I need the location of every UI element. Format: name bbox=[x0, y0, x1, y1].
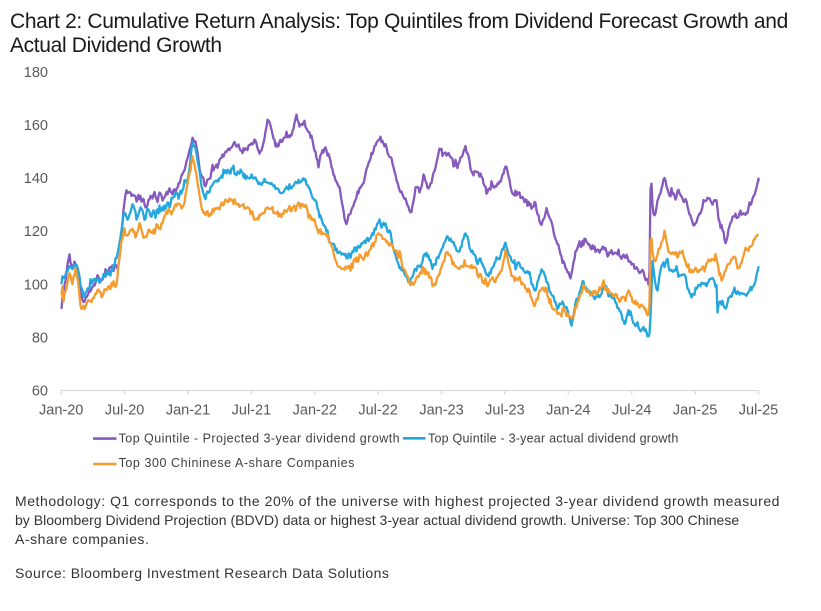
svg-text:Jul-22: Jul-22 bbox=[358, 403, 398, 419]
svg-text:Jan-25: Jan-25 bbox=[673, 403, 717, 419]
svg-text:Top 300 Chininese A-share Comp: Top 300 Chininese A-share Companies bbox=[119, 456, 355, 470]
svg-text:160: 160 bbox=[24, 118, 48, 134]
svg-text:Jan-24: Jan-24 bbox=[546, 403, 590, 419]
svg-text:Jul-24: Jul-24 bbox=[612, 403, 652, 419]
svg-text:Jul-25: Jul-25 bbox=[739, 403, 779, 419]
svg-text:Jan-23: Jan-23 bbox=[419, 403, 463, 419]
svg-text:Jul-21: Jul-21 bbox=[232, 403, 272, 419]
svg-text:Jan-22: Jan-22 bbox=[293, 403, 337, 419]
svg-text:Jan-20: Jan-20 bbox=[39, 403, 83, 419]
svg-text:Jul-20: Jul-20 bbox=[105, 403, 145, 419]
svg-text:Jul-23: Jul-23 bbox=[485, 403, 525, 419]
svg-text:60: 60 bbox=[32, 384, 48, 400]
svg-text:140: 140 bbox=[24, 171, 48, 187]
svg-text:120: 120 bbox=[24, 224, 48, 240]
svg-text:100: 100 bbox=[24, 277, 48, 293]
svg-text:Jan-21: Jan-21 bbox=[166, 403, 210, 419]
svg-text:Top Quintile - Projected 3-yea: Top Quintile - Projected 3-year dividend… bbox=[119, 432, 400, 446]
svg-text:180: 180 bbox=[24, 65, 48, 81]
svg-text:Top Quintile - 3-year actual d: Top Quintile - 3-year actual dividend gr… bbox=[428, 432, 679, 446]
svg-text:80: 80 bbox=[32, 330, 48, 346]
